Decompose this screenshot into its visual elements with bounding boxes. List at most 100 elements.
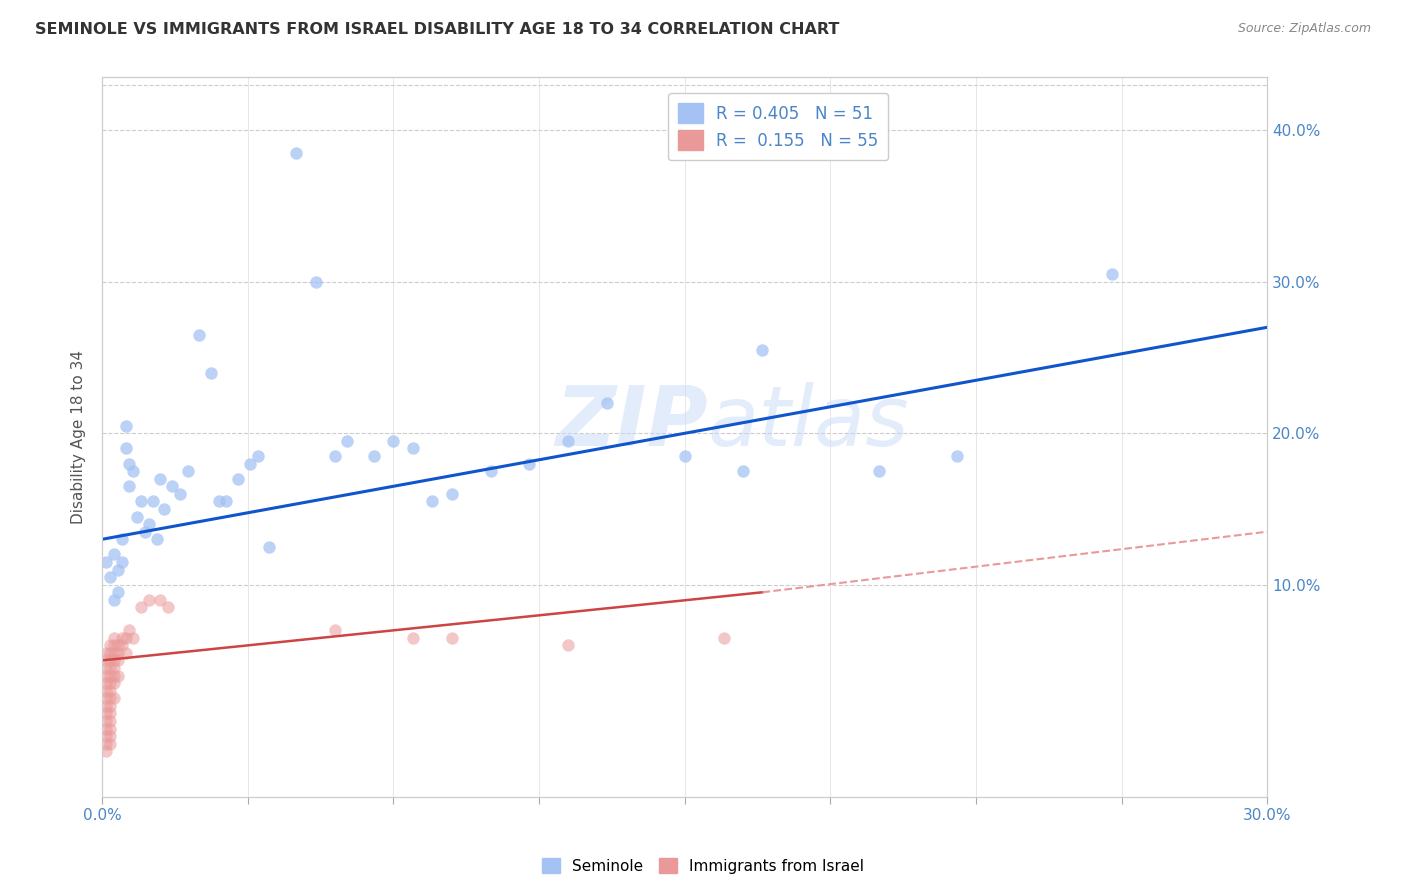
Point	[285, 146, 308, 161]
Point	[145, 533, 167, 547]
Point	[127, 509, 149, 524]
Legend: R = 0.405   N = 51, R =  0.155   N = 55: R = 0.405 N = 51, R = 0.155 N = 55	[668, 93, 889, 161]
Point	[94, 676, 117, 690]
Point	[215, 494, 238, 508]
Text: SEMINOLE VS IMMIGRANTS FROM ISRAEL DISABILITY AGE 18 TO 34 CORRELATION CHART: SEMINOLE VS IMMIGRANTS FROM ISRAEL DISAB…	[35, 22, 839, 37]
Point	[94, 646, 117, 660]
Point	[246, 449, 269, 463]
Point	[103, 631, 125, 645]
Point	[731, 464, 754, 478]
Point	[134, 524, 156, 539]
Point	[103, 668, 125, 682]
Point	[157, 600, 180, 615]
Point	[94, 722, 117, 736]
Point	[169, 487, 191, 501]
Point	[557, 434, 579, 448]
Point	[868, 464, 890, 478]
Point	[129, 494, 152, 508]
Point	[107, 653, 129, 667]
Point	[103, 646, 125, 660]
Point	[305, 275, 328, 289]
Point	[98, 698, 121, 713]
Point	[208, 494, 231, 508]
Point	[94, 729, 117, 743]
Point	[557, 638, 579, 652]
Text: Source: ZipAtlas.com: Source: ZipAtlas.com	[1237, 22, 1371, 36]
Point	[103, 638, 125, 652]
Point	[945, 449, 967, 463]
Point	[323, 623, 346, 637]
Point	[98, 661, 121, 675]
Point	[94, 653, 117, 667]
Point	[98, 676, 121, 690]
Point	[111, 631, 134, 645]
Point	[153, 502, 176, 516]
Point	[98, 714, 121, 728]
Point	[107, 563, 129, 577]
Point	[188, 327, 211, 342]
Point	[98, 646, 121, 660]
Point	[94, 661, 117, 675]
Legend: Seminole, Immigrants from Israel: Seminole, Immigrants from Israel	[536, 852, 870, 880]
Point	[98, 653, 121, 667]
Point	[751, 343, 773, 357]
Point	[114, 442, 136, 456]
Point	[94, 555, 117, 569]
Point	[98, 691, 121, 706]
Point	[103, 691, 125, 706]
Point	[98, 737, 121, 751]
Point	[111, 555, 134, 569]
Point	[596, 396, 619, 410]
Point	[118, 623, 141, 637]
Point	[129, 600, 152, 615]
Point	[111, 638, 134, 652]
Point	[94, 744, 117, 758]
Point	[1101, 267, 1123, 281]
Point	[98, 668, 121, 682]
Point	[107, 668, 129, 682]
Point	[103, 548, 125, 562]
Point	[176, 464, 198, 478]
Point	[94, 683, 117, 698]
Point	[98, 570, 121, 584]
Point	[479, 464, 502, 478]
Point	[111, 533, 134, 547]
Point	[98, 638, 121, 652]
Text: ZIP: ZIP	[555, 382, 709, 463]
Point	[239, 457, 262, 471]
Point	[107, 638, 129, 652]
Point	[103, 661, 125, 675]
Y-axis label: Disability Age 18 to 34: Disability Age 18 to 34	[72, 350, 86, 524]
Point	[519, 457, 541, 471]
Point	[382, 434, 405, 448]
Point	[94, 668, 117, 682]
Point	[122, 631, 145, 645]
Point	[200, 366, 222, 380]
Point	[363, 449, 385, 463]
Point	[98, 683, 121, 698]
Point	[323, 449, 346, 463]
Point	[138, 592, 160, 607]
Point	[114, 418, 136, 433]
Point	[420, 494, 443, 508]
Point	[440, 631, 463, 645]
Point	[440, 487, 463, 501]
Point	[103, 653, 125, 667]
Point	[673, 449, 696, 463]
Point	[402, 442, 425, 456]
Point	[118, 479, 141, 493]
Point	[122, 464, 145, 478]
Point	[94, 737, 117, 751]
Point	[94, 706, 117, 721]
Point	[98, 729, 121, 743]
Point	[114, 631, 136, 645]
Point	[94, 698, 117, 713]
Point	[713, 631, 735, 645]
Point	[107, 585, 129, 599]
Point	[336, 434, 359, 448]
Point	[103, 676, 125, 690]
Point	[107, 646, 129, 660]
Point	[160, 479, 183, 493]
Point	[103, 592, 125, 607]
Point	[118, 457, 141, 471]
